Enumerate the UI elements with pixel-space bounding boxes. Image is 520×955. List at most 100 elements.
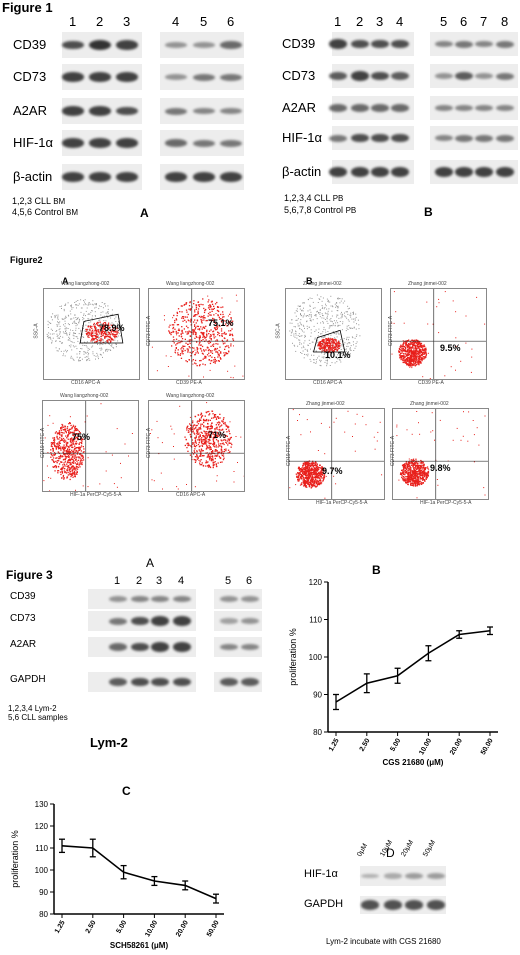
band xyxy=(329,134,347,142)
row-label: A2AR xyxy=(10,639,37,650)
x-tick-label: 1.25 xyxy=(54,919,67,934)
y-tick-label: 120 xyxy=(35,822,49,831)
blot-strip xyxy=(214,672,262,692)
band xyxy=(89,40,111,50)
band xyxy=(391,104,409,112)
x-axis-label: CD39 PE-A xyxy=(176,380,202,386)
lane-label: 1 xyxy=(69,14,77,29)
figure3-a-caption: Lym-2 xyxy=(90,735,128,750)
band xyxy=(329,167,347,177)
population-percentage: 10.1% xyxy=(325,350,351,360)
y-tick-label: 130 xyxy=(35,800,49,809)
plot-header: Zhang jinmei-002 xyxy=(410,401,449,407)
band xyxy=(165,139,187,147)
band xyxy=(173,642,191,652)
x-tick-label: 50.00 xyxy=(480,737,495,756)
population-percentage: 9.5% xyxy=(440,343,461,353)
band xyxy=(391,167,409,177)
lane-label: 6 xyxy=(460,14,468,29)
lane-label: 5 xyxy=(225,575,232,587)
band xyxy=(384,873,402,879)
concentration-label: 50μM xyxy=(422,839,438,858)
band xyxy=(165,42,187,48)
blot-strip xyxy=(214,589,262,609)
band xyxy=(329,71,347,81)
figure2-panel-a-letter: A xyxy=(62,276,69,286)
band xyxy=(220,643,238,651)
y-tick-label: 110 xyxy=(35,844,48,853)
scatter-svg xyxy=(391,289,486,380)
band xyxy=(405,873,423,879)
chart-b: 80 90 100 110 120 1.25 2.50 5.00 10.00 20.00 50.00… xyxy=(288,578,498,767)
figure1-a-legend1: 1,2,3 CLL BM xyxy=(12,196,66,206)
series-line xyxy=(61,845,217,900)
y-tick-label: 80 xyxy=(313,728,322,737)
figure3-panel-c-letter: C xyxy=(122,784,131,798)
row-label: A2AR xyxy=(13,103,47,118)
flow-plot: Zhang jinmei-002 10.1% CD16 APC-A SSC-A xyxy=(276,281,382,386)
y-axis-label: CD73 FITC-A xyxy=(146,315,153,347)
plot-area xyxy=(390,288,487,380)
row-label: HIF-1α xyxy=(304,868,338,880)
band xyxy=(151,677,169,687)
figure2-panel-b-letter: B xyxy=(306,276,313,286)
x-axis-label: HIF-1a PerCP-Cy5-5-A xyxy=(316,500,368,506)
y-axis-label: proliferation % xyxy=(288,628,298,686)
x-tick-label: 20.00 xyxy=(175,919,190,938)
flow-plot: Wang liangzhong-002 75% HIF-1a PerCP-Cy5-5… xyxy=(40,393,139,498)
row-label: CD39 xyxy=(282,36,316,51)
y-axis-label: SSC-A xyxy=(275,323,282,339)
band xyxy=(151,616,169,626)
band xyxy=(475,104,493,112)
band xyxy=(220,139,242,147)
y-tick-label: 100 xyxy=(309,653,323,662)
lane-label: 3 xyxy=(376,14,384,29)
band xyxy=(62,72,84,82)
scatter-svg xyxy=(149,401,245,491)
band xyxy=(116,72,138,82)
population-percentage: 75% xyxy=(72,432,91,442)
lane-label: 8 xyxy=(501,14,509,29)
band xyxy=(62,106,84,116)
band xyxy=(384,900,402,910)
band xyxy=(371,167,389,177)
band xyxy=(351,167,369,177)
band xyxy=(475,40,493,48)
scatter-svg xyxy=(46,299,124,362)
flow-plot: Wang liangzhong-002 71% CD16 APC-A CD73 FIT… xyxy=(146,393,245,498)
scatter-svg xyxy=(289,409,384,499)
band xyxy=(391,39,409,49)
blot-strip xyxy=(214,611,262,631)
lane-label: 4 xyxy=(178,575,185,587)
concentration-label: 0μM xyxy=(356,842,370,858)
figure2-title: Figure2 xyxy=(10,255,43,265)
band xyxy=(62,138,84,148)
band xyxy=(391,71,409,81)
band xyxy=(496,134,514,142)
band xyxy=(109,643,127,651)
band xyxy=(165,107,187,115)
row-label: GAPDH xyxy=(10,674,46,685)
row-label: HIF-1α xyxy=(13,135,54,150)
plot-area xyxy=(392,408,489,500)
band xyxy=(220,677,238,687)
y-axis-label: CD73 FITC-A xyxy=(390,435,397,467)
y-tick-label: 80 xyxy=(39,910,48,919)
band xyxy=(109,677,127,687)
population-percentage: 9.7% xyxy=(322,466,343,476)
x-tick-label: 2.50 xyxy=(359,737,372,752)
plot-header: Wang liangzhong-002 xyxy=(166,281,215,287)
band xyxy=(220,618,238,624)
band xyxy=(193,172,215,182)
x-tick-label: 5.00 xyxy=(115,919,128,934)
scatter-svg xyxy=(393,409,488,499)
band xyxy=(89,72,111,82)
band xyxy=(131,642,149,652)
row-label: β-actin xyxy=(282,164,322,179)
x-tick-label: 10.00 xyxy=(144,919,159,938)
flow-plot: Zhang jinmei-002 9.8% HIF-1a PerCP-Cy5-5-A… xyxy=(390,401,489,506)
y-tick-label: 90 xyxy=(39,888,48,897)
figure1-panel-a-letter: A xyxy=(140,206,149,220)
band xyxy=(496,40,514,48)
lane-label: 1 xyxy=(334,14,342,29)
